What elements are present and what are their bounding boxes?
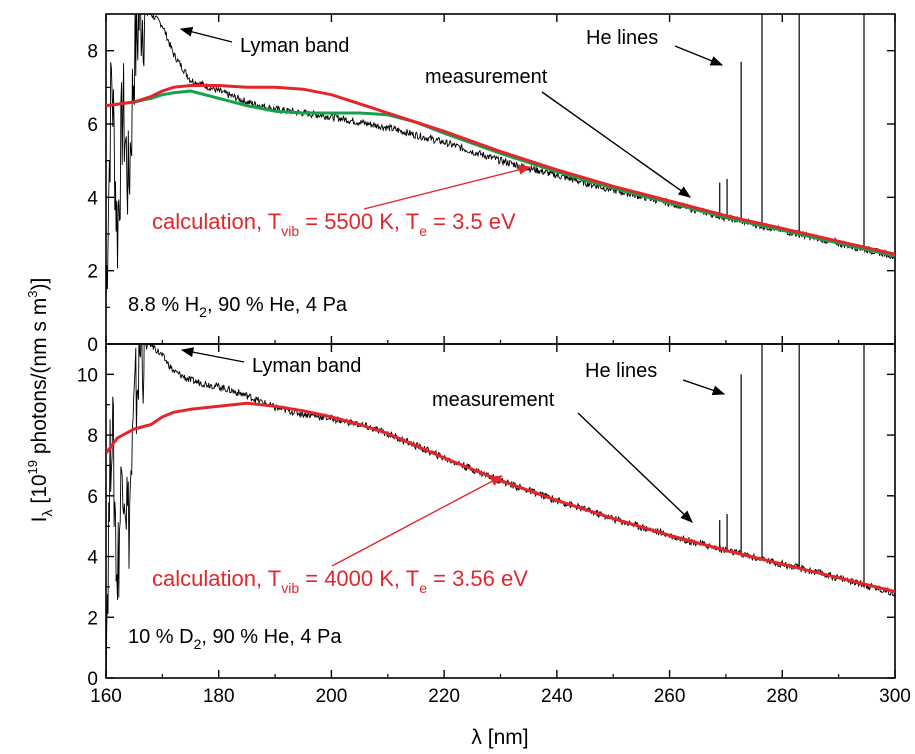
measurement-label: measurement <box>432 389 555 411</box>
y-tick-label: 2 <box>87 608 98 629</box>
x-tick-label: 220 <box>428 686 460 707</box>
measurement-arrow <box>577 412 693 523</box>
y-tick-label: 4 <box>87 188 98 209</box>
x-tick-label: 260 <box>654 686 686 707</box>
lyman-band-label: Lyman band <box>240 35 349 57</box>
y-tick-label: 8 <box>87 426 98 447</box>
lyman-band-label: Lyman band <box>252 355 361 377</box>
x-tick-label: 280 <box>766 686 798 707</box>
y-tick-label: 0 <box>87 335 98 356</box>
top-panel: 0 2 4 6 8 Lyman band He lines measurement calcul… <box>87 13 896 356</box>
calculation-label: calculation, Tvib = 4000 K, Te = 3.56 eV <box>152 566 528 596</box>
he-lines-label: He lines <box>585 360 657 382</box>
x-tick-label: 200 <box>316 686 348 707</box>
y-tick-label: 0 <box>87 669 98 690</box>
plot-area <box>106 14 895 302</box>
y-tick-label: 8 <box>87 42 98 63</box>
calculation-label: calculation, Tvib = 5500 K, Te = 3.5 eV <box>152 209 516 239</box>
measurement-label: measurement <box>425 66 548 88</box>
x-tick-label: 240 <box>541 686 573 707</box>
y-tick-label: 6 <box>87 115 98 136</box>
lyman-band-arrow <box>179 26 233 43</box>
measurement-arrow <box>541 91 692 198</box>
plot-area <box>106 344 895 678</box>
x-tick-label: 180 <box>203 686 235 707</box>
x-axis-title: λ [nm] <box>471 726 528 749</box>
condition-label: 8.8 % H2, 90 % He, 4 Pa <box>128 294 348 320</box>
bottom-panel: 0 2 4 6 8 10 160 180 200 220 240 260 280 300 Lyman ban… <box>77 343 911 707</box>
x-tick-label: 300 <box>879 686 911 707</box>
y-tick-label: 10 <box>77 365 98 386</box>
y-tick-label: 2 <box>87 262 98 283</box>
y-axis-title: Iλ [1019 photons/(nm s m3)] <box>25 278 55 523</box>
calculation-curve <box>106 401 895 593</box>
calculation-arrow <box>363 164 532 210</box>
x-tick-label: 160 <box>90 686 122 707</box>
calculation-curve <box>106 84 895 256</box>
y-tick-label: 6 <box>87 487 98 508</box>
he-lines-arrow <box>682 379 726 396</box>
calculation-arrow <box>331 475 504 567</box>
lyman-band-arrow <box>180 347 245 363</box>
calculation-2-curve <box>106 89 895 258</box>
he-lines-label: He lines <box>586 27 658 49</box>
condition-label: 10 % D2, 90 % He, 4 Pa <box>128 626 342 652</box>
y-tick-label: 4 <box>87 548 98 569</box>
measurement-spectrum <box>106 14 895 302</box>
he-lines-arrow <box>674 45 724 66</box>
